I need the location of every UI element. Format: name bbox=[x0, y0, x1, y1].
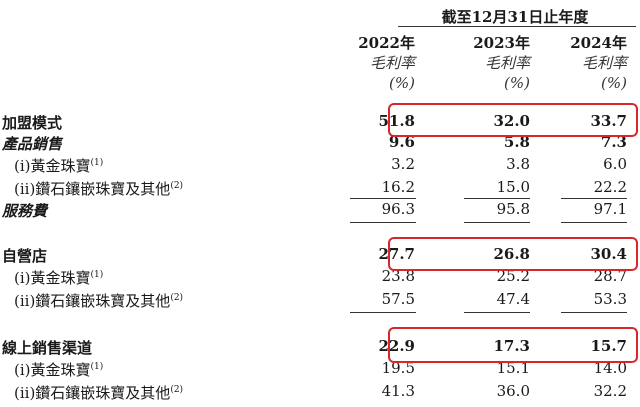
cell-2022: 23.8 bbox=[381, 267, 415, 285]
metric-2022-header: 毛利率 bbox=[369, 54, 415, 72]
table-row-diamond-jewelry: (ii)鑽石鑲嵌珠寶及其他(2) 16.2 15.0 22.2 bbox=[0, 178, 640, 200]
cell-2022: 3.2 bbox=[391, 155, 415, 173]
cell-2023: 32.0 bbox=[493, 112, 530, 130]
cell-2023: 17.3 bbox=[493, 337, 530, 355]
table-row-product-sales: 產品銷售 9.6 5.8 7.3 bbox=[0, 133, 640, 155]
cell-2024: 53.3 bbox=[593, 290, 627, 308]
cell-2024: 15.7 bbox=[590, 337, 627, 355]
footnote-marker: (2) bbox=[170, 385, 184, 395]
cell-2023: 95.8 bbox=[496, 200, 530, 218]
unit-2024-header: (%) bbox=[601, 74, 627, 92]
table-row-diamond-jewelry: (ii)鑽石鑲嵌珠寶及其他(2) 57.5 47.4 53.3 bbox=[0, 290, 640, 312]
subtotal-rule bbox=[464, 198, 530, 199]
footnote-marker: (2) bbox=[170, 293, 184, 303]
row-label: 線上銷售渠道 bbox=[2, 339, 93, 357]
highlight-box-self-operated bbox=[388, 237, 638, 271]
total-rule bbox=[464, 222, 530, 223]
cell-2022: 57.5 bbox=[381, 290, 415, 308]
cell-2022: 16.2 bbox=[381, 178, 415, 196]
unit-2023-header: (%) bbox=[504, 74, 530, 92]
footnote-marker: (1) bbox=[90, 158, 104, 168]
cell-2023: 36.0 bbox=[496, 382, 530, 400]
row-label: 自營店 bbox=[2, 247, 48, 265]
metric-2023-header: 毛利率 bbox=[484, 54, 530, 72]
highlight-box-franchise bbox=[388, 103, 638, 137]
total-rule bbox=[561, 222, 627, 223]
cell-2024: 6.0 bbox=[603, 155, 627, 173]
cell-2022: 96.3 bbox=[381, 200, 415, 218]
table-row-diamond-jewelry: (ii)鑽石鑲嵌珠寶及其他(2) 41.3 36.0 32.2 bbox=[0, 382, 640, 404]
cell-2023: 15.0 bbox=[496, 178, 530, 196]
cell-2023: 47.4 bbox=[496, 290, 530, 308]
cell-2024: 30.4 bbox=[590, 245, 627, 263]
cell-2022: 27.7 bbox=[378, 245, 415, 263]
row-label: (i)黃金珠寶(1) bbox=[14, 269, 104, 287]
highlight-box-online-channel bbox=[388, 327, 638, 363]
row-label: (ii)鑽石鑲嵌珠寶及其他(2) bbox=[14, 180, 184, 198]
footnote-marker: (1) bbox=[90, 362, 104, 372]
table-row-self-operated: 自營店 27.7 26.8 30.4 bbox=[0, 245, 640, 267]
cell-2024: 33.7 bbox=[590, 112, 627, 130]
footnote-marker: (2) bbox=[170, 181, 184, 191]
table-row-service-fee: 服務費 96.3 95.8 97.1 bbox=[0, 200, 640, 222]
row-label: (i)黃金珠寶(1) bbox=[14, 157, 104, 175]
cell-2022: 51.8 bbox=[378, 112, 415, 130]
cell-2023: 26.8 bbox=[493, 245, 530, 263]
row-label: (i)黃金珠寶(1) bbox=[14, 361, 104, 379]
period-underline bbox=[398, 26, 636, 27]
table-row-gold-jewelry: (i)黃金珠寶(1) 23.8 25.2 28.7 bbox=[0, 267, 640, 289]
cell-2024: 14.0 bbox=[593, 359, 627, 377]
table-row-gold-jewelry: (i)黃金珠寶(1) 19.5 15.1 14.0 bbox=[0, 359, 640, 381]
cell-2023: 25.2 bbox=[496, 267, 530, 285]
row-label: 加盟模式 bbox=[2, 114, 63, 132]
footnote-marker: (1) bbox=[90, 270, 104, 280]
subtotal-rule bbox=[561, 198, 627, 199]
cell-2024: 28.7 bbox=[593, 267, 627, 285]
cell-2022: 9.6 bbox=[388, 133, 415, 151]
row-label: 服務費 bbox=[2, 202, 48, 220]
unit-2022-header: (%) bbox=[389, 74, 415, 92]
total-rule bbox=[561, 312, 627, 313]
total-rule bbox=[350, 222, 416, 223]
cell-2024: 97.1 bbox=[593, 200, 627, 218]
row-label: (ii)鑽石鑲嵌珠寶及其他(2) bbox=[14, 384, 184, 402]
cell-2024: 22.2 bbox=[593, 178, 627, 196]
total-rule bbox=[350, 312, 416, 313]
cell-2023: 3.8 bbox=[506, 155, 530, 173]
table-row-online-channel: 線上銷售渠道 22.9 17.3 15.7 bbox=[0, 337, 640, 359]
cell-2024: 7.3 bbox=[600, 133, 627, 151]
subtotal-rule bbox=[350, 198, 416, 199]
total-rule bbox=[464, 312, 530, 313]
table-row-gold-jewelry: (i)黃金珠寶(1) 3.2 3.8 6.0 bbox=[0, 155, 640, 177]
year-2022-header: 2022年 bbox=[358, 34, 415, 52]
cell-2022: 22.9 bbox=[378, 337, 415, 355]
row-label: (ii)鑽石鑲嵌珠寶及其他(2) bbox=[14, 292, 184, 310]
period-header: 截至12月31日止年度 bbox=[441, 8, 589, 26]
metric-2024-header: 毛利率 bbox=[581, 54, 627, 72]
cell-2024: 32.2 bbox=[593, 382, 627, 400]
year-2024-header: 2024年 bbox=[570, 34, 627, 52]
row-label: 產品銷售 bbox=[2, 135, 63, 153]
table-row-franchise: 加盟模式 51.8 32.0 33.7 bbox=[0, 112, 640, 134]
cell-2022: 41.3 bbox=[381, 382, 415, 400]
cell-2023: 15.1 bbox=[496, 359, 530, 377]
year-2023-header: 2023年 bbox=[473, 34, 530, 52]
cell-2023: 5.8 bbox=[503, 133, 530, 151]
cell-2022: 19.5 bbox=[381, 359, 415, 377]
